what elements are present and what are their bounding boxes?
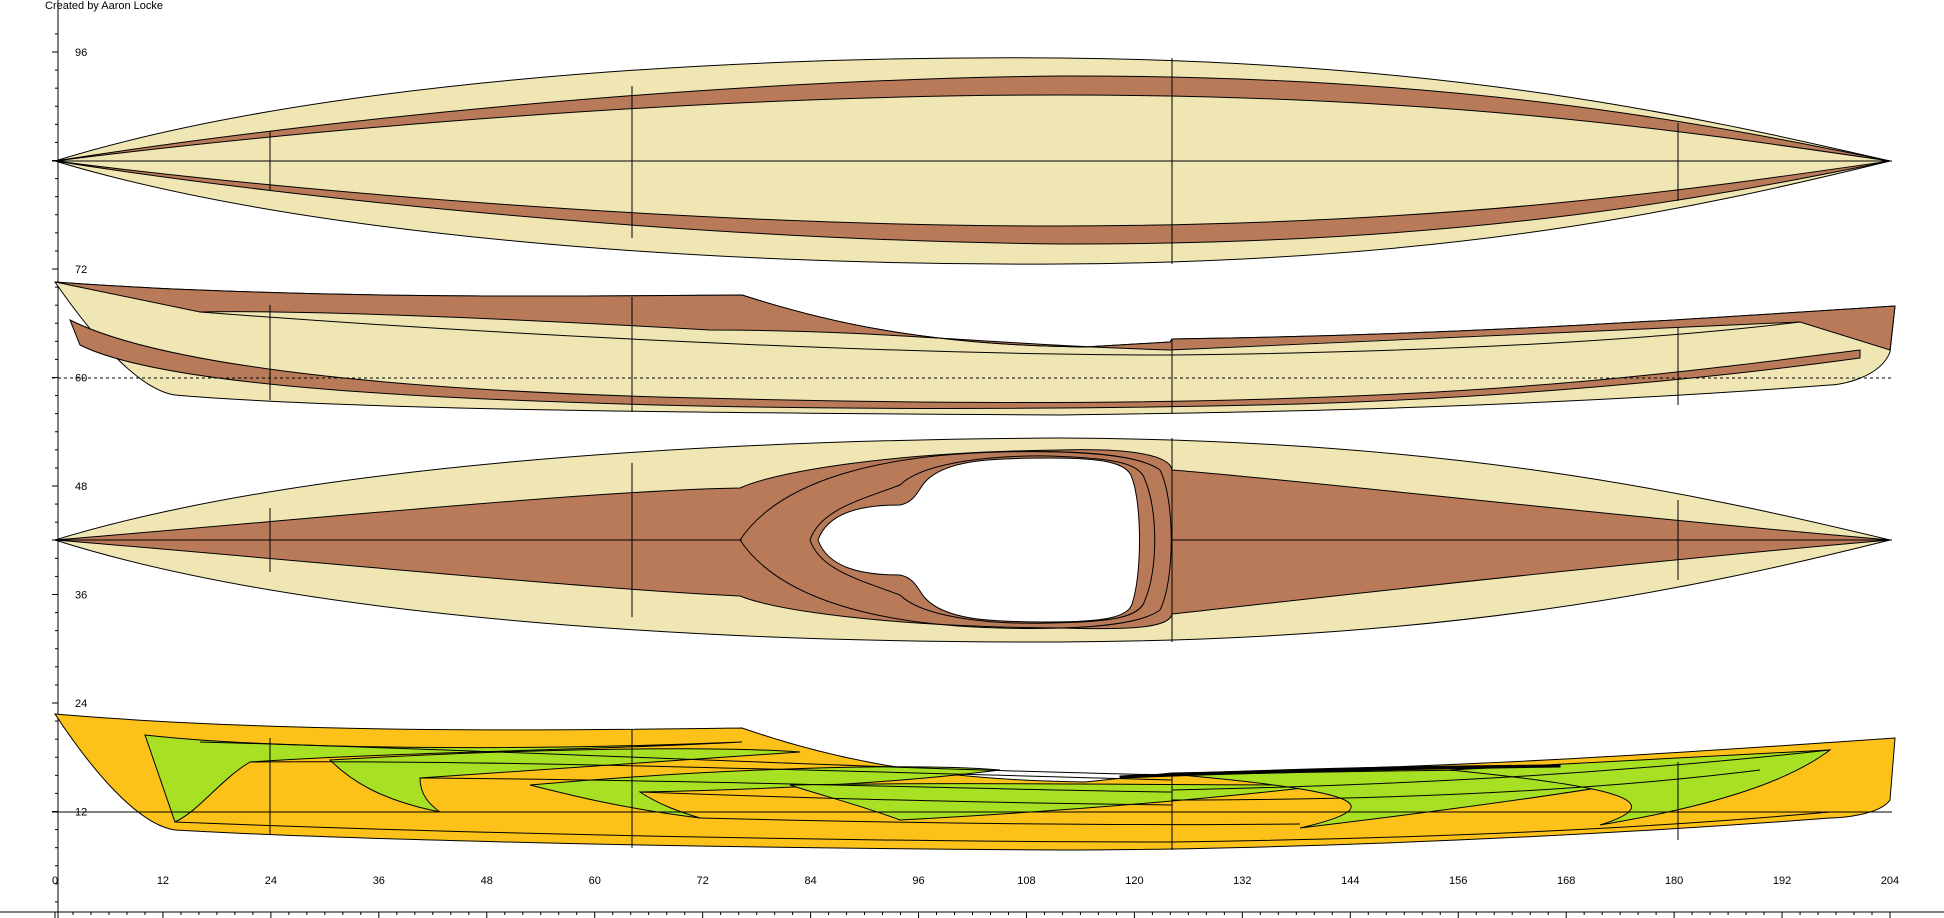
x-tick-label: 12: [157, 875, 169, 887]
cockpit-coaming-inner: [809, 455, 1156, 624]
x-tick-label: 192: [1773, 875, 1791, 887]
panel-green-4: [789, 783, 1331, 821]
y-tick-label: 36: [75, 590, 87, 602]
profile-chine-line: [199, 311, 1801, 356]
deck-plan-view: [52, 57, 1892, 265]
x-axis-ticks: [0, 911, 1944, 918]
x-tick-label: 0: [52, 875, 58, 887]
x-tick-label: 180: [1665, 875, 1683, 887]
panel-black-strip: [1119, 764, 1561, 779]
cockpit-plan-view: [52, 437, 1892, 643]
x-tick-label: 24: [265, 875, 277, 887]
x-tick-label: 144: [1341, 875, 1359, 887]
x-tick-label: 72: [697, 875, 709, 887]
y-tick-label: 96: [75, 47, 87, 59]
panel-green-2: [328, 748, 801, 813]
cockpit-coaming-outer: [739, 451, 1172, 629]
x-axis-labels: 0 12 24 36 48 60 72 84 96 108 120 132 144 156 168 180 19…: [52, 875, 1899, 887]
x-tick-label: 60: [589, 875, 601, 887]
profile-sheer-band: [54, 281, 1896, 351]
cockpit-opening: [817, 457, 1140, 623]
x-tick-label: 168: [1557, 875, 1575, 887]
credit-label: Created by Aaron Locke: [45, 0, 164, 12]
y-axis-ticks: [52, 0, 59, 918]
panel-green-6: [1449, 749, 1832, 826]
y-tick-label: 60: [75, 373, 87, 385]
x-tick-label: 48: [481, 875, 493, 887]
side-profile-view: [52, 281, 1896, 416]
x-tick-label: 132: [1233, 875, 1251, 887]
x-tick-label: 108: [1017, 875, 1035, 887]
x-tick-label: 96: [912, 875, 924, 887]
x-tick-label: 84: [804, 875, 816, 887]
panel-strake-lines: [174, 741, 1831, 843]
x-tick-label: 120: [1125, 875, 1143, 887]
y-tick-label: 24: [75, 698, 87, 710]
y-tick-label: 48: [75, 481, 87, 493]
x-tick-label: 156: [1449, 875, 1467, 887]
x-tick-label: 36: [373, 875, 385, 887]
x-tick-label: 204: [1881, 875, 1899, 887]
y-tick-label: 72: [75, 264, 87, 276]
profile-bottom-band: [69, 318, 1861, 409]
panel-layout-view: [52, 713, 1896, 851]
